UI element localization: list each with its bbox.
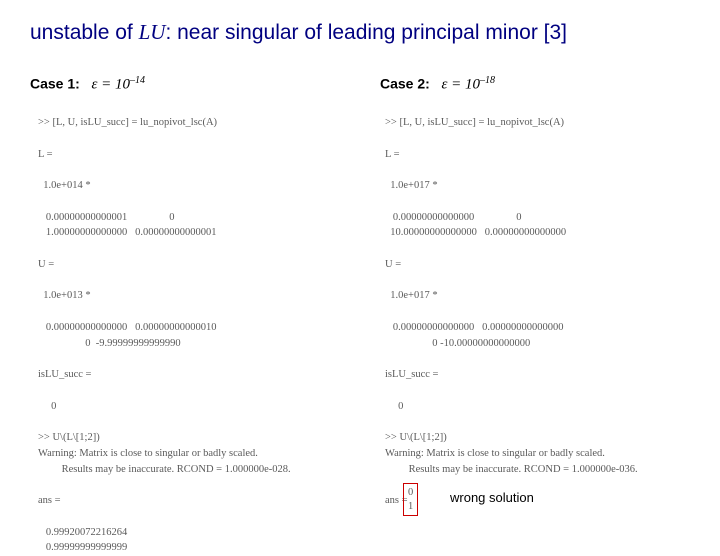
case1-exp: –14: [130, 75, 145, 86]
case2-eq: = 10: [447, 77, 480, 93]
heading: unstable of LU: near singular of leading…: [30, 20, 700, 45]
case1-eq: = 10: [97, 77, 130, 93]
heading-middle: : near singular of leading principal min…: [165, 21, 543, 44]
heading-ref: [3]: [544, 21, 567, 44]
case2-exp: –18: [480, 75, 495, 86]
case2-text: Case 2:: [380, 76, 430, 92]
slide: unstable of LU: near singular of leading…: [0, 0, 720, 540]
wrong-solution-label: wrong solution: [450, 490, 534, 505]
heading-lu: LU: [139, 20, 166, 44]
ans-highlight-box: 0 1: [403, 483, 418, 516]
console-case2: >> [L, U, isLU_succ] = lu_nopivot_lsc(A)…: [385, 115, 715, 509]
case2-label: Case 2: ε = 10–18: [380, 75, 495, 94]
case1-label: Case 1: ε = 10–14: [30, 75, 145, 94]
heading-prefix: unstable of: [30, 21, 139, 44]
console-case1: >> [L, U, isLU_succ] = lu_nopivot_lsc(A)…: [38, 115, 368, 556]
case1-text: Case 1:: [30, 76, 80, 92]
